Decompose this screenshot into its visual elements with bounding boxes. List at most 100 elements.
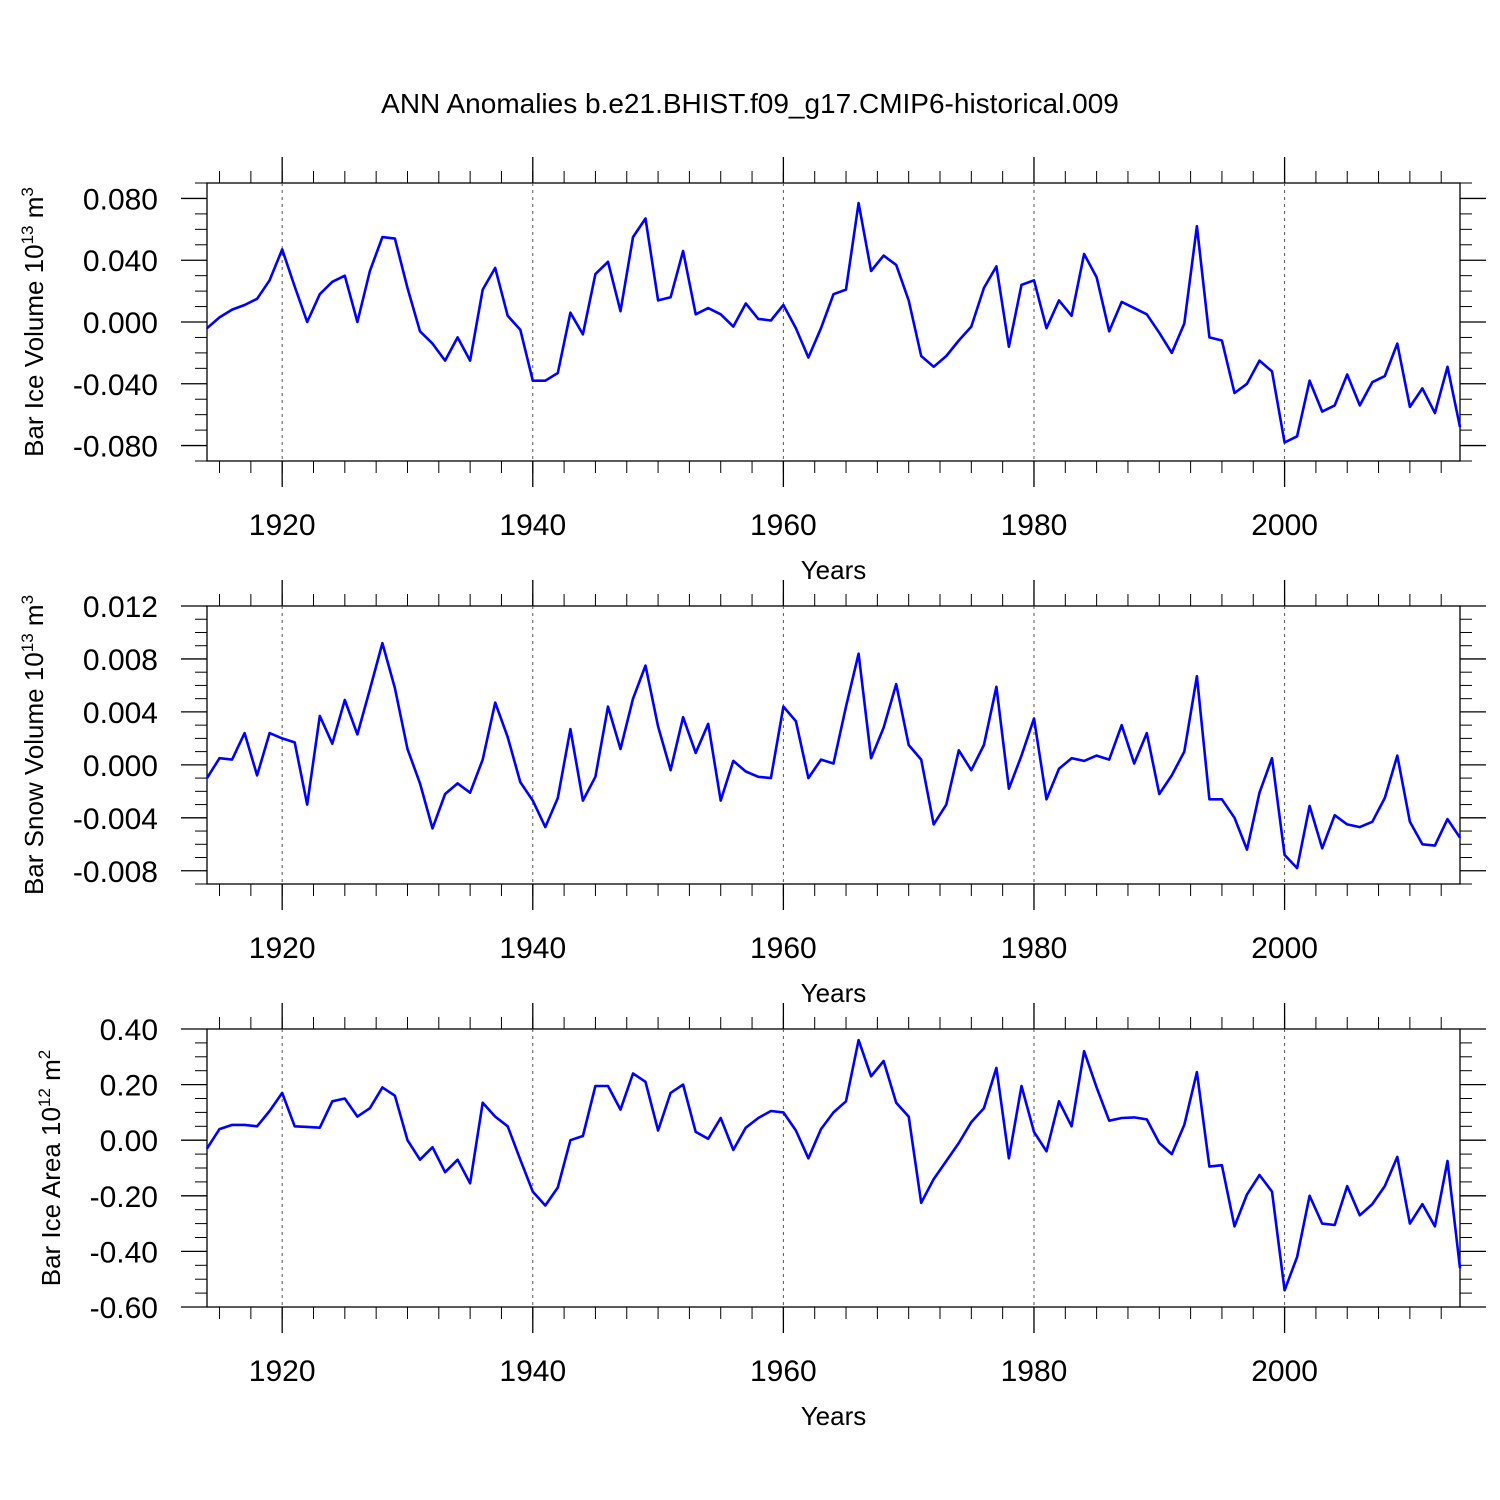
- data-point: [1459, 1267, 1461, 1269]
- data-point: [970, 325, 973, 328]
- data-point: [318, 1126, 321, 1129]
- data-point: [231, 1124, 233, 1126]
- data-point: [356, 321, 359, 323]
- x-tick-label: 1940: [499, 509, 566, 542]
- plot-frame: [206, 182, 1461, 462]
- chart-ice-area: 1920 1940 1960 1980 2000 0.40 0.20 0.00 -0.20 -0.…: [35, 1003, 1486, 1431]
- y-axis-title-part: m: [36, 1059, 66, 1088]
- data-point: [694, 752, 697, 754]
- data-point: [1033, 279, 1035, 282]
- data-point: [1396, 754, 1399, 757]
- y-tick-label: -0.60: [90, 1292, 158, 1325]
- data-point: [1171, 1153, 1173, 1155]
- data-point: [832, 1111, 835, 1114]
- data-point: [1371, 820, 1374, 823]
- data-point: [1283, 854, 1286, 856]
- y-tick-label: -0.004: [73, 803, 158, 836]
- data-point: [1384, 797, 1386, 799]
- data-point: [206, 1147, 208, 1150]
- data-point: [1083, 760, 1085, 762]
- data-point: [293, 1125, 296, 1128]
- data-series-line: [205, 641, 1462, 870]
- data-point: [1409, 820, 1411, 823]
- data-point: [920, 355, 923, 357]
- data-point: [832, 293, 835, 295]
- data-point: [594, 273, 597, 275]
- data-point: [1020, 1085, 1023, 1087]
- data-point: [1233, 1225, 1236, 1228]
- data-point: [1183, 1124, 1186, 1126]
- x-tick-label: 2000: [1251, 1355, 1318, 1388]
- data-point: [331, 281, 334, 283]
- data-point: [293, 741, 296, 744]
- x-tick-label: 1980: [1001, 1355, 1068, 1388]
- data-point: [657, 299, 659, 302]
- data-point: [1196, 675, 1198, 677]
- data-point: [1070, 315, 1073, 317]
- data-point: [1233, 817, 1236, 819]
- y-axis-title: Bar Ice Volume 1013 m3: [18, 187, 49, 457]
- data-point: [932, 365, 935, 368]
- data-point: [857, 652, 860, 655]
- data-point: [619, 748, 622, 750]
- data-point: [218, 757, 221, 760]
- data-point: [932, 1178, 935, 1180]
- y-tick-label: 0.000: [83, 307, 158, 340]
- data-point: [544, 1204, 547, 1207]
- data-point: [1333, 1224, 1336, 1226]
- panel-snow-volume: 1920 1940 1960 1980 2000 0.012 0.008 0.004 0.000…: [0, 573, 1500, 1013]
- data-point: [506, 1125, 509, 1128]
- data-point: [795, 720, 797, 722]
- data-point: [807, 777, 810, 779]
- data-point: [1108, 758, 1110, 761]
- data-point: [845, 705, 847, 708]
- data-point: [1296, 867, 1298, 869]
- data-point: [932, 823, 935, 826]
- data-series-line: [205, 1038, 1462, 1292]
- data-point: [1233, 392, 1236, 394]
- data-point: [744, 770, 747, 773]
- data-point: [1058, 1100, 1060, 1103]
- x-tick-label: 1980: [1001, 509, 1068, 542]
- data-point: [1308, 379, 1311, 382]
- data-point: [544, 379, 547, 382]
- data-point: [369, 270, 371, 272]
- data-point: [1333, 404, 1336, 407]
- data-point: [669, 1092, 672, 1094]
- data-point: [770, 777, 772, 779]
- data-point: [1058, 299, 1060, 302]
- data-point: [820, 327, 822, 329]
- data-point: [669, 296, 672, 299]
- y-axis-title-part: Bar Ice Area 10: [36, 1107, 66, 1286]
- data-point: [456, 782, 459, 785]
- data-point: [256, 298, 258, 300]
- data-point: [857, 1039, 860, 1041]
- data-point: [481, 288, 484, 291]
- data-point: [644, 217, 647, 220]
- data-point: [1208, 336, 1211, 339]
- data-point: [1133, 307, 1136, 309]
- y-axis-title-part: 3: [18, 595, 37, 604]
- data-point: [231, 308, 233, 311]
- data-point: [1158, 1142, 1161, 1144]
- y-tick-label: -0.040: [73, 369, 158, 402]
- chart-snow-volume: 1920 1940 1960 1980 2000 0.012 0.008 0.004 0.000…: [18, 580, 1486, 1008]
- data-point: [845, 1100, 847, 1103]
- data-point: [895, 264, 897, 266]
- data-point: [293, 285, 296, 288]
- data-point: [657, 725, 659, 728]
- x-axis-title: Years: [801, 1401, 867, 1431]
- data-point: [1095, 1086, 1098, 1089]
- data-point: [995, 685, 998, 688]
- data-point: [669, 769, 672, 771]
- x-tick-label: 1940: [499, 1355, 566, 1388]
- data-point: [481, 758, 484, 761]
- y-axis-title-part: 3: [18, 187, 37, 196]
- plot-frame: [206, 1028, 1461, 1308]
- data-point: [1446, 818, 1449, 820]
- data-point: [1446, 1160, 1449, 1162]
- data-point: [1070, 1125, 1073, 1128]
- data-point: [231, 758, 233, 761]
- data-point: [882, 1060, 885, 1062]
- data-point: [1308, 805, 1311, 807]
